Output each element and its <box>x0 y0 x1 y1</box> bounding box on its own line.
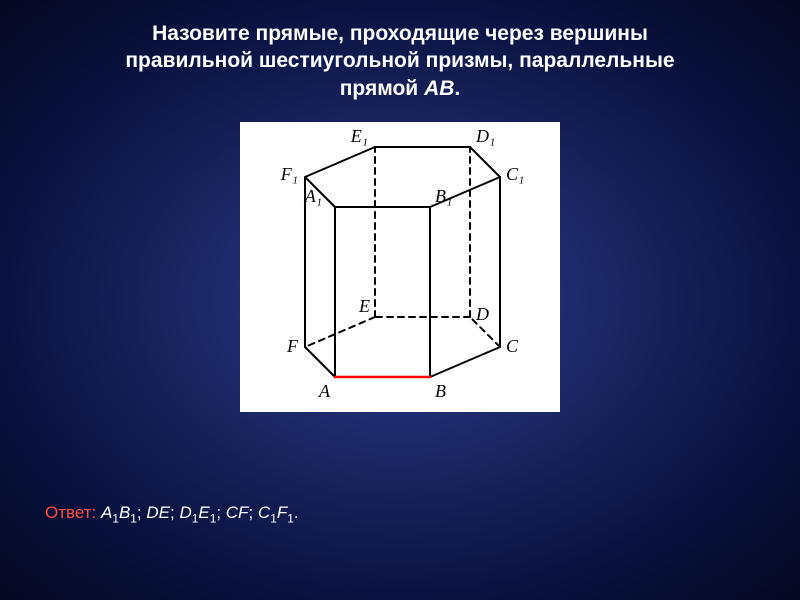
svg-text:F: F <box>286 336 299 356</box>
title-line3-em: AB <box>424 77 454 100</box>
svg-text:E₁: E₁ <box>350 126 368 146</box>
svg-text:C: C <box>506 336 519 356</box>
svg-text:B₁: B₁ <box>435 186 452 206</box>
svg-text:A: A <box>318 381 331 401</box>
svg-text:C₁: C₁ <box>506 164 524 184</box>
title-line3-suffix: . <box>454 77 460 100</box>
title-line3-prefix: прямой <box>340 77 424 100</box>
svg-text:A₁: A₁ <box>304 186 322 206</box>
prism-diagram: A₁ B₁ C₁ D₁ E₁ F₁ A B CD E F <box>240 122 560 412</box>
svg-text:B: B <box>435 381 446 401</box>
title-line2: правильной шестиугольной призмы, паралле… <box>125 49 674 72</box>
svg-text:D₁: D₁ <box>475 126 495 146</box>
title-line1: Назовите прямые, проходящие через вершин… <box>152 22 648 45</box>
svg-text:E: E <box>358 296 370 316</box>
question-title: Назовите прямые, проходящие через вершин… <box>0 0 800 112</box>
prism-svg: A₁ B₁ C₁ D₁ E₁ F₁ A B CD E F <box>240 122 560 412</box>
answer-label: Ответ: <box>45 503 101 522</box>
answer-block: Ответ: A1B1; DE; D1E1; CF; C1F1. <box>45 503 299 525</box>
answer-text: A1B1; DE; D1E1; CF; C1F1. <box>101 503 299 522</box>
svg-text:D: D <box>475 304 489 324</box>
svg-text:F₁: F₁ <box>280 164 298 184</box>
